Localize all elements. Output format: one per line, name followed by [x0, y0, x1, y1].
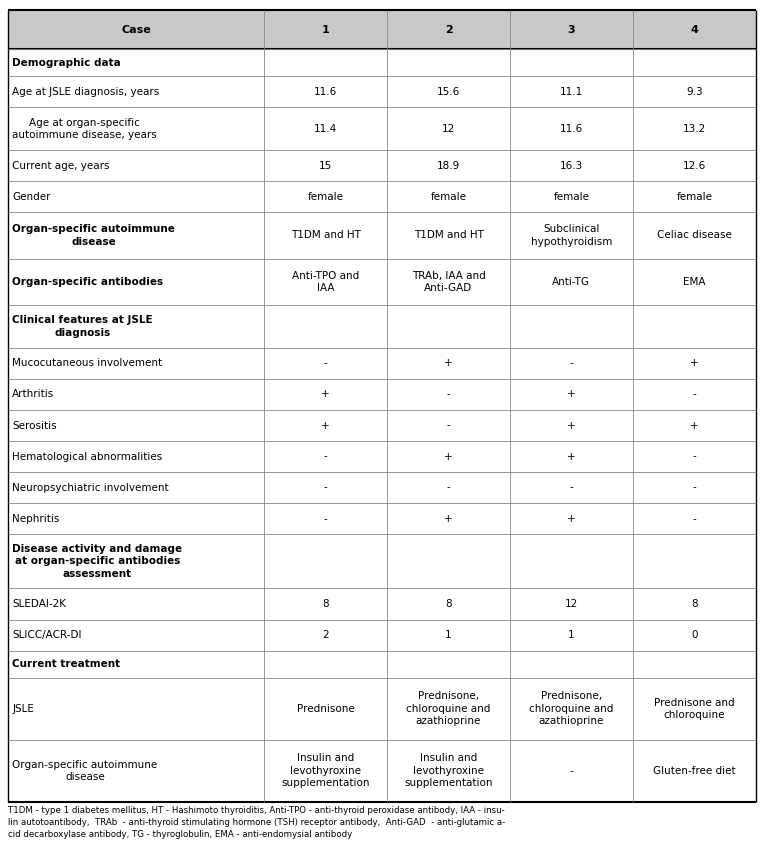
Text: 13.2: 13.2	[682, 124, 706, 134]
Text: 3: 3	[568, 25, 575, 35]
Text: Anti-TPO and
IAA: Anti-TPO and IAA	[292, 271, 359, 293]
Text: Demographic data: Demographic data	[12, 58, 121, 67]
Text: SLICC/ACR-DI: SLICC/ACR-DI	[12, 630, 81, 640]
Text: Age at JSLE diagnosis, years: Age at JSLE diagnosis, years	[12, 86, 160, 97]
Text: 11.6: 11.6	[314, 86, 337, 97]
Text: +: +	[444, 358, 453, 368]
Text: -: -	[692, 514, 696, 523]
Text: Current treatment: Current treatment	[12, 659, 120, 670]
Text: +: +	[690, 358, 698, 368]
Text: Insulin and
levothyroxine
supplementation: Insulin and levothyroxine supplementatio…	[404, 753, 492, 788]
Text: EMA: EMA	[683, 277, 706, 287]
Text: 15: 15	[319, 161, 332, 170]
Text: 2: 2	[322, 630, 329, 640]
Text: Gender: Gender	[12, 192, 51, 202]
Text: 4: 4	[691, 25, 698, 35]
Text: 8: 8	[445, 599, 452, 609]
Text: 11.6: 11.6	[559, 124, 583, 134]
Text: Arthritis: Arthritis	[12, 389, 55, 400]
Text: 2: 2	[445, 25, 452, 35]
Text: +: +	[690, 420, 698, 431]
Text: -: -	[447, 389, 451, 400]
Text: Current age, years: Current age, years	[12, 161, 109, 170]
Text: 12: 12	[442, 124, 455, 134]
Text: 1: 1	[322, 25, 330, 35]
Text: female: female	[553, 192, 589, 202]
Text: Anti-TG: Anti-TG	[553, 277, 591, 287]
Text: Organ-specific autoimmune
disease: Organ-specific autoimmune disease	[12, 224, 175, 247]
Text: Disease activity and damage
at organ-specific antibodies
assessment: Disease activity and damage at organ-spe…	[12, 544, 182, 579]
Text: Subclinical
hypothyroidism: Subclinical hypothyroidism	[530, 224, 612, 247]
Text: Serositis: Serositis	[12, 420, 57, 431]
Text: Prednisone,
chloroquine and
azathioprine: Prednisone, chloroquine and azathioprine	[407, 691, 491, 726]
Text: 11.4: 11.4	[314, 124, 337, 134]
Text: -: -	[692, 483, 696, 492]
Text: +: +	[444, 514, 453, 523]
Text: T1DM - type 1 diabetes mellitus, HT - Hashimoto thyroiditis, Anti-TPO - anti-thy: T1DM - type 1 diabetes mellitus, HT - Ha…	[8, 806, 505, 839]
Text: 15.6: 15.6	[437, 86, 460, 97]
Text: T1DM and HT: T1DM and HT	[291, 230, 361, 240]
Text: -: -	[324, 483, 328, 492]
Text: Gluten-free diet: Gluten-free diet	[653, 766, 736, 776]
Text: 9.3: 9.3	[686, 86, 703, 97]
Text: 12: 12	[565, 599, 578, 609]
Text: +: +	[444, 452, 453, 462]
Text: TRAb, IAA and
Anti-GAD: TRAb, IAA and Anti-GAD	[412, 271, 486, 293]
Text: Nephritis: Nephritis	[12, 514, 59, 523]
Text: +: +	[567, 389, 575, 400]
Text: 18.9: 18.9	[437, 161, 460, 170]
Text: Organ-specific autoimmune
disease: Organ-specific autoimmune disease	[12, 759, 157, 782]
Text: 12.6: 12.6	[682, 161, 706, 170]
Text: 8: 8	[691, 599, 698, 609]
Text: Neuropsychiatric involvement: Neuropsychiatric involvement	[12, 483, 169, 492]
Text: Mucocutaneous involvement: Mucocutaneous involvement	[12, 358, 163, 368]
Text: Clinical features at JSLE
diagnosis: Clinical features at JSLE diagnosis	[12, 316, 153, 337]
Text: Age at organ-specific
autoimmune disease, years: Age at organ-specific autoimmune disease…	[12, 118, 157, 140]
Text: +: +	[567, 514, 575, 523]
Text: Prednisone: Prednisone	[297, 704, 355, 714]
Text: Organ-specific antibodies: Organ-specific antibodies	[12, 277, 163, 287]
Text: -: -	[324, 358, 328, 368]
Text: 11.1: 11.1	[559, 86, 583, 97]
Text: +: +	[567, 452, 575, 462]
Text: -: -	[447, 483, 451, 492]
Text: 16.3: 16.3	[559, 161, 583, 170]
Text: Celiac disease: Celiac disease	[657, 230, 732, 240]
Text: 0: 0	[691, 630, 698, 640]
Text: Prednisone,
chloroquine and
azathioprine: Prednisone, chloroquine and azathioprine	[529, 691, 613, 726]
Text: Case: Case	[121, 25, 150, 35]
Text: 1: 1	[568, 630, 575, 640]
Text: -: -	[692, 452, 696, 462]
Text: +: +	[321, 420, 330, 431]
Text: -: -	[447, 420, 451, 431]
Text: +: +	[567, 420, 575, 431]
Text: -: -	[569, 358, 573, 368]
Text: -: -	[324, 514, 328, 523]
Text: -: -	[569, 766, 573, 776]
Text: JSLE: JSLE	[12, 704, 34, 714]
Text: female: female	[676, 192, 712, 202]
Bar	[8, 10, 756, 49]
Text: female: female	[308, 192, 344, 202]
Text: T1DM and HT: T1DM and HT	[413, 230, 483, 240]
Text: -: -	[324, 452, 328, 462]
Text: 8: 8	[322, 599, 329, 609]
Text: Prednisone and
chloroquine: Prednisone and chloroquine	[654, 697, 735, 720]
Text: Insulin and
levothyroxine
supplementation: Insulin and levothyroxine supplementatio…	[281, 753, 370, 788]
Text: 1: 1	[445, 630, 452, 640]
Text: +: +	[321, 389, 330, 400]
Text: -: -	[569, 483, 573, 492]
Text: SLEDAI-2K: SLEDAI-2K	[12, 599, 66, 609]
Text: female: female	[430, 192, 467, 202]
Text: -: -	[692, 389, 696, 400]
Text: Hematological abnormalities: Hematological abnormalities	[12, 452, 163, 462]
